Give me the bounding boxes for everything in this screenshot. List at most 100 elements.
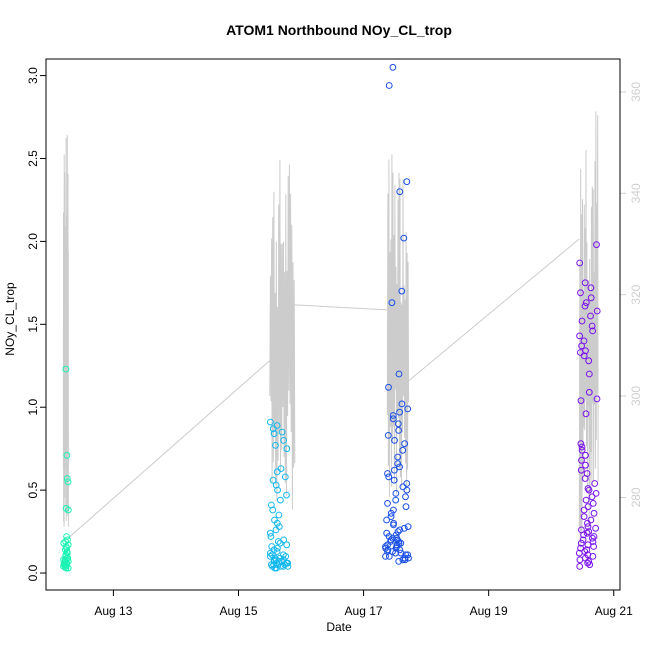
data-point	[585, 370, 593, 378]
data-point	[277, 563, 285, 570]
data-point	[395, 370, 403, 378]
data-point	[382, 553, 389, 560]
data-point	[63, 554, 71, 562]
x-tick-label: Aug 15	[219, 604, 257, 618]
data-point	[390, 521, 397, 529]
y2-tick-label: 300	[629, 386, 643, 406]
x-tick-label: Aug 21	[595, 604, 633, 618]
data-point	[593, 241, 600, 249]
data-point	[588, 322, 596, 330]
data-point	[392, 496, 400, 504]
data-point	[396, 463, 404, 471]
data-point	[581, 475, 589, 482]
data-point	[399, 446, 407, 454]
data-point	[387, 509, 395, 517]
data-point	[587, 294, 595, 302]
data-point	[400, 524, 408, 532]
data-point	[267, 418, 274, 426]
data-point	[582, 299, 590, 307]
data-point	[589, 534, 596, 542]
data-point	[394, 460, 402, 468]
data-point	[593, 395, 601, 403]
data-point	[273, 564, 280, 572]
data-point	[401, 556, 409, 564]
plot-frame	[45, 58, 621, 591]
data-point	[267, 549, 274, 557]
y2-tick-label: 320	[629, 284, 643, 304]
data-point	[401, 440, 409, 448]
data-point	[64, 506, 72, 514]
data-point	[64, 564, 72, 572]
data-point	[580, 513, 588, 520]
x-tick-label: Aug 13	[94, 604, 132, 618]
data-point	[576, 332, 583, 340]
data-point	[277, 465, 285, 473]
data-point	[277, 496, 284, 504]
data-point	[283, 491, 290, 499]
data-point	[586, 561, 594, 569]
secondary-line-connector	[408, 238, 580, 382]
data-point	[590, 533, 598, 540]
data-point	[587, 312, 594, 320]
data-point	[396, 546, 404, 554]
data-point	[579, 536, 587, 544]
data-point	[585, 357, 593, 365]
data-point	[396, 408, 404, 416]
secondary-line-segment	[62, 135, 69, 527]
data-point	[266, 553, 274, 560]
data-point	[283, 445, 291, 453]
data-point	[578, 443, 586, 451]
data-points-layer	[60, 63, 601, 572]
chart-title: ATOM1 Northbound NOy_CL_trop	[226, 22, 452, 38]
data-point	[266, 529, 274, 537]
data-point	[273, 548, 281, 555]
y2-tick-label: 360	[629, 82, 643, 102]
data-point	[385, 553, 393, 560]
secondary-line-connector	[68, 360, 271, 539]
data-point	[387, 513, 395, 520]
data-point	[583, 546, 591, 554]
y-axis-label: NOy_CL_trop	[3, 282, 17, 356]
data-point	[584, 523, 592, 530]
data-point	[61, 546, 69, 554]
secondary-line-segment	[269, 159, 296, 510]
data-point	[580, 531, 587, 539]
data-point	[591, 480, 599, 487]
data-point	[389, 412, 397, 419]
data-point	[384, 500, 391, 507]
data-point	[398, 400, 406, 408]
data-point	[577, 466, 585, 474]
data-point	[270, 430, 278, 438]
data-point	[383, 516, 391, 524]
data-point	[385, 82, 393, 89]
data-point	[589, 500, 597, 507]
data-point	[397, 539, 405, 547]
data-point	[584, 485, 592, 492]
data-point	[402, 493, 409, 501]
secondary-line-layer	[62, 111, 599, 549]
data-point	[394, 453, 402, 461]
data-point	[584, 503, 592, 511]
y-tick-label: 3.0	[26, 67, 40, 84]
data-point	[578, 317, 586, 325]
data-point	[394, 528, 402, 535]
data-point	[399, 556, 407, 564]
data-point	[584, 559, 592, 567]
data-point	[576, 259, 584, 267]
data-point	[590, 509, 598, 517]
data-point	[577, 440, 585, 448]
data-point	[585, 486, 593, 494]
data-point	[269, 506, 277, 514]
data-point	[592, 524, 599, 532]
data-point	[384, 432, 392, 439]
data-point	[400, 234, 408, 242]
data-point	[279, 563, 287, 570]
data-point	[577, 539, 585, 547]
data-point	[585, 388, 593, 396]
data-point	[274, 544, 281, 552]
data-point	[397, 549, 405, 557]
data-point	[275, 511, 283, 519]
y-tick-label: 1.5	[26, 316, 40, 333]
